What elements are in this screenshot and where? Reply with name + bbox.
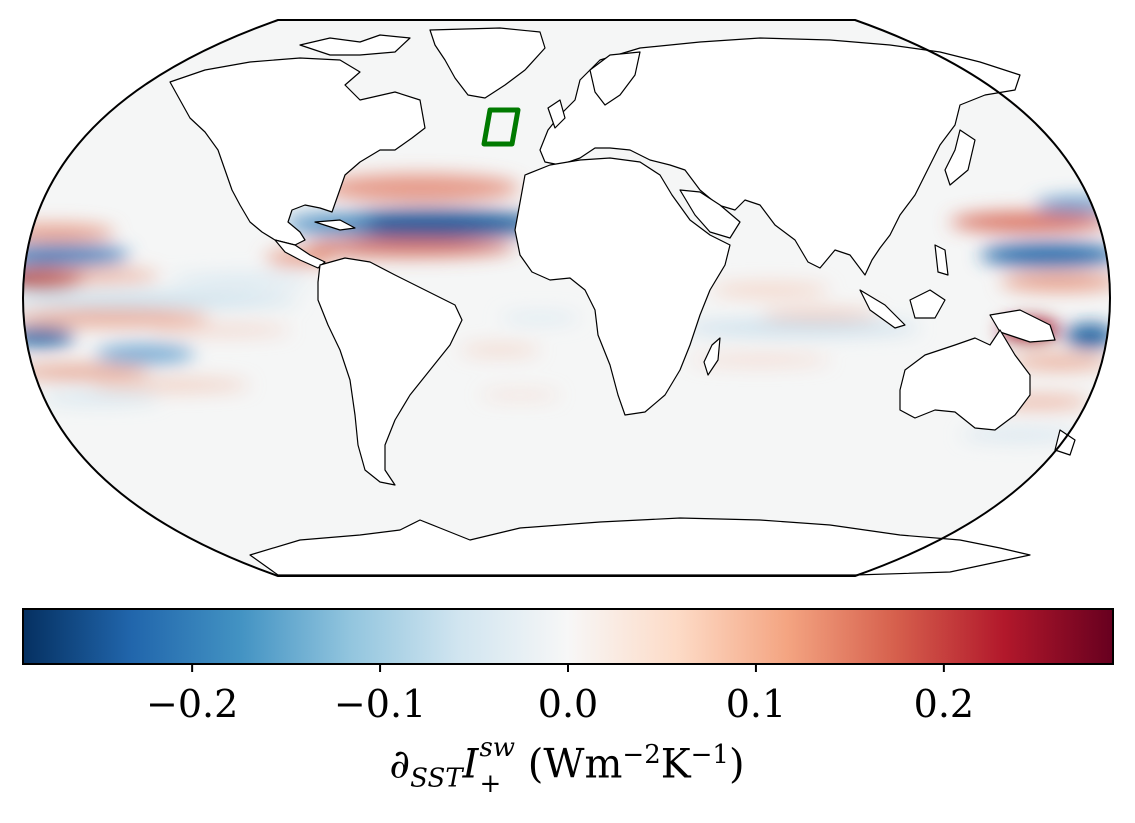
colorbar-tick-label: −0.1 bbox=[333, 682, 427, 726]
unit-mid: K bbox=[660, 741, 691, 788]
sumatra bbox=[859, 289, 906, 329]
unit-exp-2: −1 bbox=[690, 740, 729, 770]
arabia bbox=[679, 189, 741, 239]
unit-open: (Wm bbox=[515, 741, 623, 788]
africa bbox=[514, 157, 731, 416]
north-america bbox=[169, 57, 426, 246]
south-america bbox=[317, 257, 463, 486]
label-sub-plus: + bbox=[479, 769, 502, 800]
colorbar-tick-label: 0.0 bbox=[537, 682, 599, 726]
scandinavia bbox=[589, 51, 641, 106]
continents bbox=[169, 27, 1076, 576]
antarctica bbox=[249, 517, 1031, 576]
philippines bbox=[934, 244, 949, 276]
british-isles bbox=[547, 99, 566, 129]
unit-close: ) bbox=[728, 741, 745, 788]
label-sup-sw: sw bbox=[479, 733, 516, 764]
cuba bbox=[314, 219, 356, 231]
colorbar-tick-label: −0.2 bbox=[145, 682, 239, 726]
madagascar bbox=[703, 337, 721, 376]
japan bbox=[944, 129, 976, 186]
greenland bbox=[429, 27, 546, 99]
borneo bbox=[909, 289, 946, 319]
colorbar-label: ∂SSTI sw + (Wm−2K−1) bbox=[389, 735, 745, 797]
australia bbox=[899, 329, 1031, 431]
colorbar-tick-label: 0.1 bbox=[725, 682, 787, 726]
label-sub-sst: SST bbox=[410, 763, 463, 794]
region-box bbox=[481, 107, 521, 147]
colorbar-tick-label: 0.2 bbox=[913, 682, 975, 726]
label-var: I bbox=[462, 741, 479, 788]
eurasia bbox=[539, 37, 1021, 276]
partial-symbol: ∂ bbox=[389, 741, 411, 788]
colorbar bbox=[22, 608, 1114, 665]
globe-outline bbox=[21, 19, 1112, 577]
colorbar-ticks bbox=[191, 664, 945, 672]
arctic-islands bbox=[299, 34, 411, 56]
unit-exp-1: −2 bbox=[622, 740, 661, 770]
new-zealand bbox=[1054, 429, 1076, 456]
